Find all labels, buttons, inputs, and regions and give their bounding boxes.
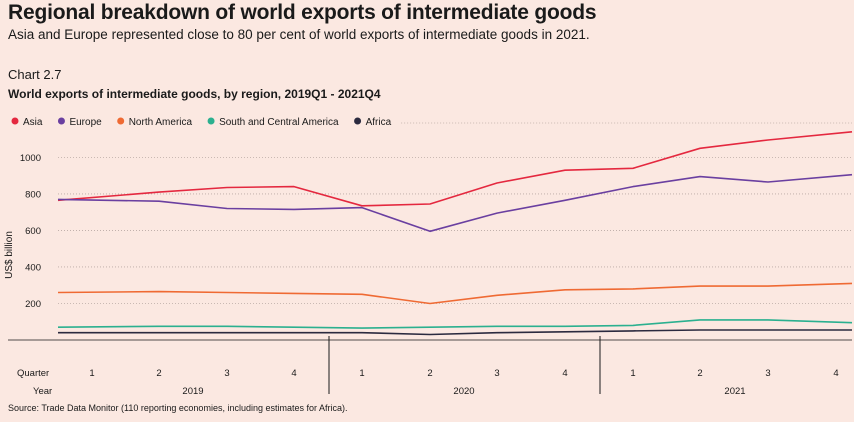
page-headline: Regional breakdown of world exports of i… — [8, 1, 597, 24]
legend-swatch-4 — [354, 117, 362, 125]
legend-swatch-0 — [11, 117, 19, 125]
x-tick-label: 4 — [291, 368, 296, 379]
series-line-asia — [57, 131, 853, 207]
x-tick-label: 1 — [359, 368, 364, 379]
legend-label-4: Africa — [366, 117, 392, 128]
series-line-europe — [57, 173, 853, 233]
year-row-label: Year — [33, 386, 52, 397]
series-line-south-and-central-america — [57, 319, 853, 329]
x-tick-label: 2 — [156, 368, 161, 379]
x-tick-label: 3 — [494, 368, 499, 379]
series-line-north-america — [57, 282, 853, 305]
quarter-row-label: Quarter — [17, 368, 49, 379]
line-chart: Asia Europe North America South and Central… — [4, 117, 853, 397]
chart-number: Chart 2.7 — [8, 67, 62, 82]
year-label: 2021 — [724, 386, 745, 397]
year-label: 2020 — [453, 386, 474, 397]
series-line-africa — [58, 329, 852, 336]
y-axis-label: US$ billion — [4, 231, 15, 279]
y-tick-label: 200 — [25, 299, 41, 310]
legend-swatch-2 — [117, 117, 125, 125]
source-note: Source: Trade Data Monitor (110 reportin… — [8, 403, 348, 413]
chart-title: World exports of intermediate goods, by … — [8, 87, 381, 101]
legend-label-0: Asia — [23, 117, 43, 128]
y-tick-label: 400 — [25, 262, 41, 273]
legend-label-1: Europe — [69, 117, 102, 128]
y-tick-label: 600 — [25, 226, 41, 237]
x-tick-label: 3 — [224, 368, 229, 379]
x-tick-label: 1 — [630, 368, 635, 379]
x-tick-label: 2 — [427, 368, 432, 379]
x-tick-label: 1 — [89, 368, 94, 379]
legend-label-2: North America — [129, 117, 193, 128]
x-tick-label: 4 — [833, 368, 838, 379]
year-label: 2019 — [182, 386, 203, 397]
y-tick-label: 800 — [25, 189, 41, 200]
y-tick-label: 1000 — [20, 153, 41, 164]
x-tick-label: 2 — [697, 368, 702, 379]
legend-swatch-1 — [57, 117, 65, 125]
x-tick-label: 3 — [765, 368, 770, 379]
page-subheadline: Asia and Europe represented close to 80 … — [8, 27, 590, 42]
x-tick-label: 4 — [562, 368, 567, 379]
legend-label-3: South and Central America — [219, 117, 339, 128]
legend-swatch-3 — [207, 117, 215, 125]
